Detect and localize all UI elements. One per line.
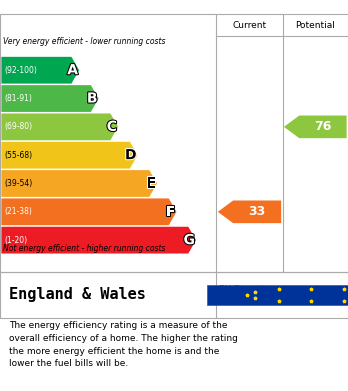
Polygon shape: [1, 113, 118, 140]
Text: A: A: [67, 63, 78, 77]
Text: EU Directive
2002/91/EC: EU Directive 2002/91/EC: [219, 285, 275, 305]
Text: Very energy efficient - lower running costs: Very energy efficient - lower running co…: [3, 37, 166, 46]
Text: (81-91): (81-91): [4, 94, 32, 103]
Text: 76: 76: [314, 120, 332, 133]
Text: (92-100): (92-100): [4, 66, 37, 75]
Text: Current: Current: [232, 20, 267, 29]
Text: England & Wales: England & Wales: [9, 287, 145, 303]
Text: Not energy efficient - higher running costs: Not energy efficient - higher running co…: [3, 244, 166, 253]
Text: (21-38): (21-38): [4, 207, 32, 216]
Text: G: G: [183, 233, 195, 247]
Text: 33: 33: [248, 205, 266, 218]
Polygon shape: [1, 57, 79, 84]
Polygon shape: [1, 142, 137, 169]
Text: D: D: [125, 148, 136, 162]
Polygon shape: [218, 201, 281, 223]
Text: Energy Efficiency Rating: Energy Efficiency Rating: [9, 9, 219, 23]
Text: F: F: [166, 205, 175, 219]
Polygon shape: [1, 85, 98, 112]
Text: Potential: Potential: [295, 20, 335, 29]
Text: (69-80): (69-80): [4, 122, 32, 131]
Polygon shape: [284, 115, 347, 138]
Text: C: C: [107, 120, 117, 134]
Text: E: E: [147, 176, 156, 190]
Text: B: B: [87, 91, 97, 106]
Bar: [207, 285, 348, 305]
Polygon shape: [1, 199, 176, 225]
Text: (55-68): (55-68): [4, 151, 32, 160]
Polygon shape: [1, 170, 157, 197]
Text: (39-54): (39-54): [4, 179, 32, 188]
Text: The energy efficiency rating is a measure of the
overall efficiency of a home. T: The energy efficiency rating is a measur…: [9, 321, 238, 368]
Text: (1-20): (1-20): [4, 236, 27, 245]
Polygon shape: [1, 227, 196, 253]
